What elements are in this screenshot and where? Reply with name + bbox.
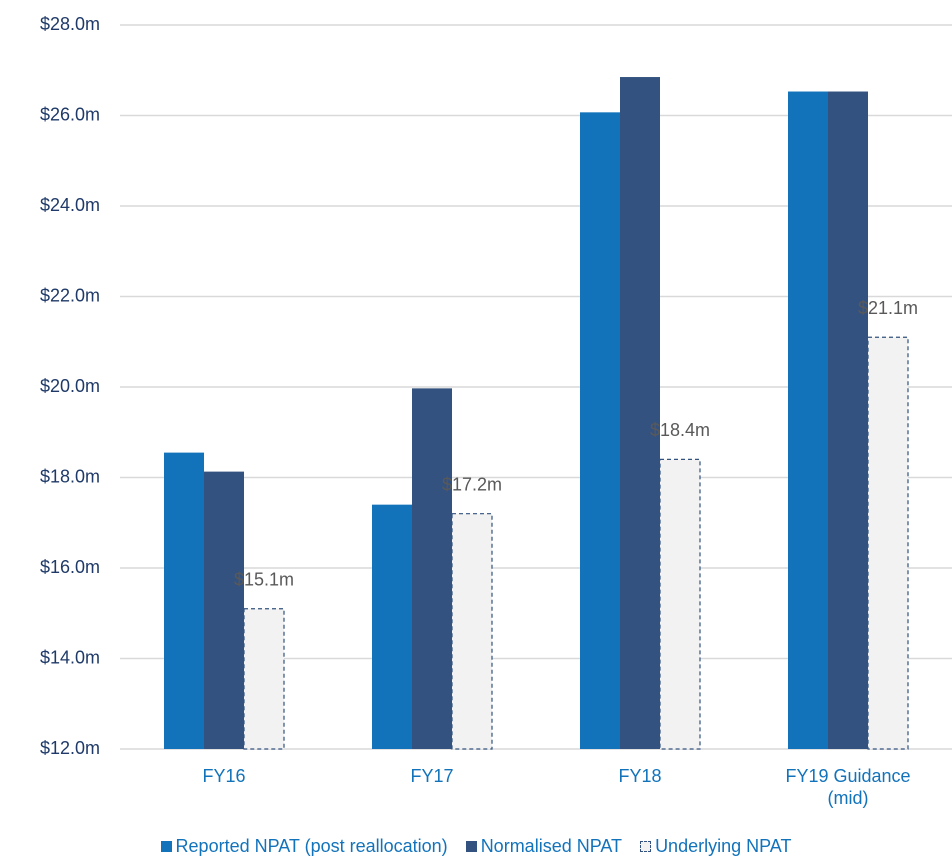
legend-label: Normalised NPAT — [480, 836, 623, 856]
data-label: $21.1m — [858, 298, 918, 318]
legend-swatch — [160, 841, 172, 852]
y-tick-label: $18.0m — [40, 466, 100, 486]
legend-label: Underlying NPAT — [655, 836, 792, 856]
bar — [867, 336, 909, 750]
x-tick-label: FY16 — [202, 766, 246, 786]
x-tick-label: FY17 — [410, 766, 454, 786]
bar — [372, 504, 412, 749]
x-tick-label: FY18 — [618, 766, 662, 786]
bar — [788, 91, 828, 749]
y-tick-label: $16.0m — [40, 557, 100, 577]
legend-item: Normalised NPAT — [465, 836, 623, 857]
bar — [580, 112, 620, 749]
y-tick-label: $24.0m — [40, 195, 100, 215]
y-tick-label: $28.0m — [40, 14, 100, 34]
bar — [204, 471, 244, 749]
y-tick-label: $26.0m — [40, 104, 100, 124]
bar — [620, 77, 660, 750]
bar — [164, 452, 204, 749]
legend: Reported NPAT (post reallocation) Normali… — [0, 836, 952, 857]
bar — [412, 388, 452, 749]
bar — [243, 608, 285, 750]
data-label: $17.2m — [442, 474, 502, 494]
y-tick-label: $14.0m — [40, 647, 100, 667]
x-tick-label: FY19 Guidance (mid) — [785, 766, 911, 808]
y-tick-label: $22.0m — [40, 285, 100, 305]
bar — [828, 91, 868, 749]
bar — [451, 513, 493, 750]
y-tick-label: $12.0m — [40, 738, 100, 758]
legend-label: Reported NPAT (post reallocation) — [175, 836, 448, 856]
data-label: $18.4m — [650, 420, 710, 440]
legend-swatch — [640, 841, 652, 852]
legend-item: Reported NPAT (post reallocation) — [160, 836, 448, 857]
bar — [659, 458, 701, 750]
y-tick-label: $20.0m — [40, 376, 100, 396]
data-label: $15.1m — [234, 569, 294, 589]
legend-swatch — [465, 841, 477, 852]
chart: $12.0m $14.0m $16.0m $18.0m $20.0m $22.0m $24.… — [40, 14, 952, 758]
legend-item: Underlying NPAT — [640, 836, 791, 857]
